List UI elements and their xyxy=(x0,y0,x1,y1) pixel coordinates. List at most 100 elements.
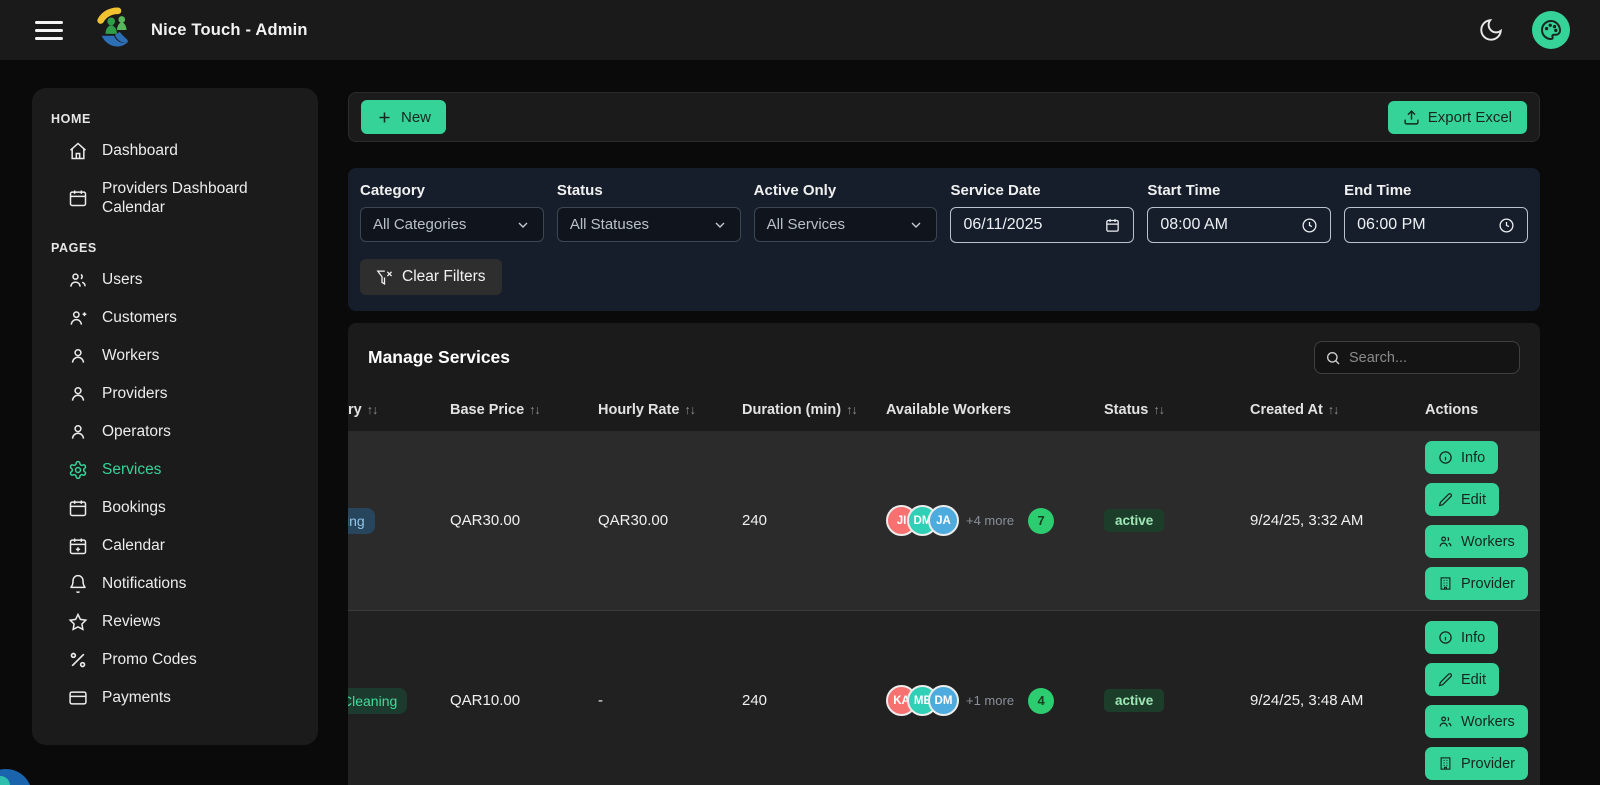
info-button[interactable]: Info xyxy=(1425,441,1499,474)
star-icon xyxy=(68,612,88,631)
info-icon xyxy=(1439,451,1452,464)
sidebar-item-workers[interactable]: Workers xyxy=(32,337,318,375)
cell-base-price: QAR10.00 xyxy=(450,692,521,709)
search-box[interactable] xyxy=(1314,341,1520,374)
user-plus-icon xyxy=(70,311,87,325)
home-icon xyxy=(70,142,86,160)
sidebar-item-label: Users xyxy=(102,271,143,289)
manage-services-card: Manage Services ry↑↓ Base Price↑↓ Hourly… xyxy=(348,323,1540,785)
column-header-status[interactable]: Status ↑↓ xyxy=(1104,401,1165,418)
sort-arrows-icon: ↑↓ xyxy=(1327,402,1339,417)
percent-icon xyxy=(70,652,86,668)
worker-avatar[interactable]: JA xyxy=(928,505,959,536)
provider-button[interactable]: Provider xyxy=(1425,747,1528,780)
users-icon xyxy=(1439,536,1452,547)
workers-count-badge: 4 xyxy=(1028,687,1055,714)
workers-button[interactable]: Workers xyxy=(1425,705,1528,738)
cell-available-workers: KA ME DM +1 more 4 xyxy=(886,685,1104,716)
app-title: Nice Touch - Admin xyxy=(151,20,308,39)
sidebar-item-payments[interactable]: Payments xyxy=(32,679,318,717)
end-time-input[interactable]: 06:00 PM xyxy=(1344,207,1528,243)
cell-duration: 240 xyxy=(742,692,768,709)
active-only-select[interactable]: All Services xyxy=(753,207,938,242)
cell-actions: Info Edit Workers xyxy=(1425,431,1540,610)
pencil-icon xyxy=(1438,493,1453,507)
clock-icon xyxy=(1499,217,1514,233)
sidebar-item-label: Services xyxy=(102,461,162,479)
end-time-label: End Time xyxy=(1344,182,1412,199)
chevron-down-icon xyxy=(715,222,725,228)
filters-panel: Category All Categories Status All Statu… xyxy=(348,168,1540,311)
sort-arrows-icon: ↑↓ xyxy=(366,402,378,417)
theme-palette-button[interactable] xyxy=(1532,11,1570,49)
column-header-actions: Actions xyxy=(1425,401,1479,418)
sidebar-item-calendar[interactable]: Calendar xyxy=(32,527,318,565)
sidebar-item-providers[interactable]: Providers xyxy=(32,375,318,413)
column-header-duration[interactable]: Duration (min) ↑↓ xyxy=(742,401,858,418)
edit-button[interactable]: Edit xyxy=(1425,663,1499,696)
sort-arrows-icon: ↑↓ xyxy=(846,402,857,417)
cell-created-at: 9/24/25, 3:32 AM xyxy=(1250,512,1364,529)
cell-hourly-rate: QAR30.00 xyxy=(598,512,669,529)
cell-actions: Info Edit Workers xyxy=(1425,611,1540,785)
sidebar-item-providers-dashboard-calendar[interactable]: Providers Dashboard Calendar xyxy=(32,170,318,227)
menu-icon[interactable] xyxy=(35,20,63,40)
sidebar-section-home: HOME xyxy=(51,112,91,126)
worker-avatar[interactable]: DM xyxy=(928,685,959,716)
service-date-input[interactable]: 06/11/2025 xyxy=(950,207,1135,243)
provider-button[interactable]: Provider xyxy=(1425,567,1528,600)
sidebar-item-label: Workers xyxy=(102,347,160,365)
sidebar-item-label: Promo Codes xyxy=(102,651,197,669)
sidebar-item-reviews[interactable]: Reviews xyxy=(32,603,318,641)
column-header-created-at[interactable]: Created At ↑↓ xyxy=(1250,401,1339,418)
new-button[interactable]: New xyxy=(361,100,447,134)
column-header-base-price[interactable]: Base Price ↑↓ xyxy=(450,401,541,418)
start-time-input[interactable]: 08:00 AM xyxy=(1147,207,1332,243)
category-select[interactable]: All Categories xyxy=(360,207,544,242)
sidebar-item-label: Notifications xyxy=(102,575,187,593)
worker-avatar[interactable]: JI xyxy=(886,505,917,536)
active-only-label: Active Only xyxy=(753,182,837,199)
cell-category: Cleaning xyxy=(348,687,450,714)
info-button[interactable]: Info xyxy=(1425,621,1499,654)
table-row: Cleaning QAR10.00 - 240 KA ME DM +1 more… xyxy=(348,610,1540,785)
category-tag: ing xyxy=(348,507,375,534)
edit-button[interactable]: Edit xyxy=(1425,483,1499,516)
status-badge: active xyxy=(1104,689,1165,712)
dark-mode-moon-icon[interactable] xyxy=(1478,17,1504,43)
users-icon xyxy=(70,273,86,287)
status-label: Status xyxy=(556,182,603,199)
export-excel-button[interactable]: Export Excel xyxy=(1387,100,1527,134)
status-select[interactable]: All Statuses xyxy=(556,207,741,242)
sidebar-item-label: Payments xyxy=(102,689,171,707)
sidebar-item-label: Providers Dashboard Calendar xyxy=(102,180,248,217)
workers-count-badge: 7 xyxy=(1028,507,1055,534)
workers-button[interactable]: Workers xyxy=(1425,525,1528,558)
sidebar-item-label: Calendar xyxy=(102,537,165,555)
sidebar-item-dashboard[interactable]: Dashboard xyxy=(32,132,318,170)
sidebar-item-label: Providers xyxy=(102,385,168,403)
sidebar-item-services[interactable]: Services xyxy=(32,451,318,489)
chevron-down-icon xyxy=(518,222,528,228)
category-tag: Cleaning xyxy=(348,687,408,714)
column-header-category[interactable]: ry ↑↓ xyxy=(348,401,378,418)
calendar-icon xyxy=(1106,218,1120,232)
user-icon xyxy=(71,348,85,363)
column-header-hourly-rate[interactable]: Hourly Rate ↑↓ xyxy=(598,401,696,418)
sidebar-item-promo-codes[interactable]: Promo Codes xyxy=(32,641,318,679)
sidebar-item-operators[interactable]: Operators xyxy=(32,413,318,451)
credit-card-icon xyxy=(69,691,87,705)
chevron-down-icon xyxy=(912,222,921,228)
sidebar-item-label: Customers xyxy=(102,309,177,327)
sidebar-item-label: Bookings xyxy=(102,499,166,517)
cell-created-at: 9/24/25, 3:48 AM xyxy=(1250,692,1364,709)
table-header-row: ry ↑↓ Base Price ↑↓ Hourly Rate ↑↓ Duration… xyxy=(348,388,1540,431)
sidebar-item-users[interactable]: Users xyxy=(32,261,318,299)
search-input[interactable] xyxy=(1349,349,1509,366)
clear-filters-button[interactable]: Clear Filters xyxy=(360,259,502,295)
sidebar-item-bookings[interactable]: Bookings xyxy=(32,489,318,527)
sidebar-section-pages: PAGES xyxy=(51,240,97,255)
sidebar-item-label: Reviews xyxy=(102,613,161,631)
sidebar-item-customers[interactable]: Customers xyxy=(32,299,318,337)
sidebar-item-notifications[interactable]: Notifications xyxy=(32,565,318,603)
